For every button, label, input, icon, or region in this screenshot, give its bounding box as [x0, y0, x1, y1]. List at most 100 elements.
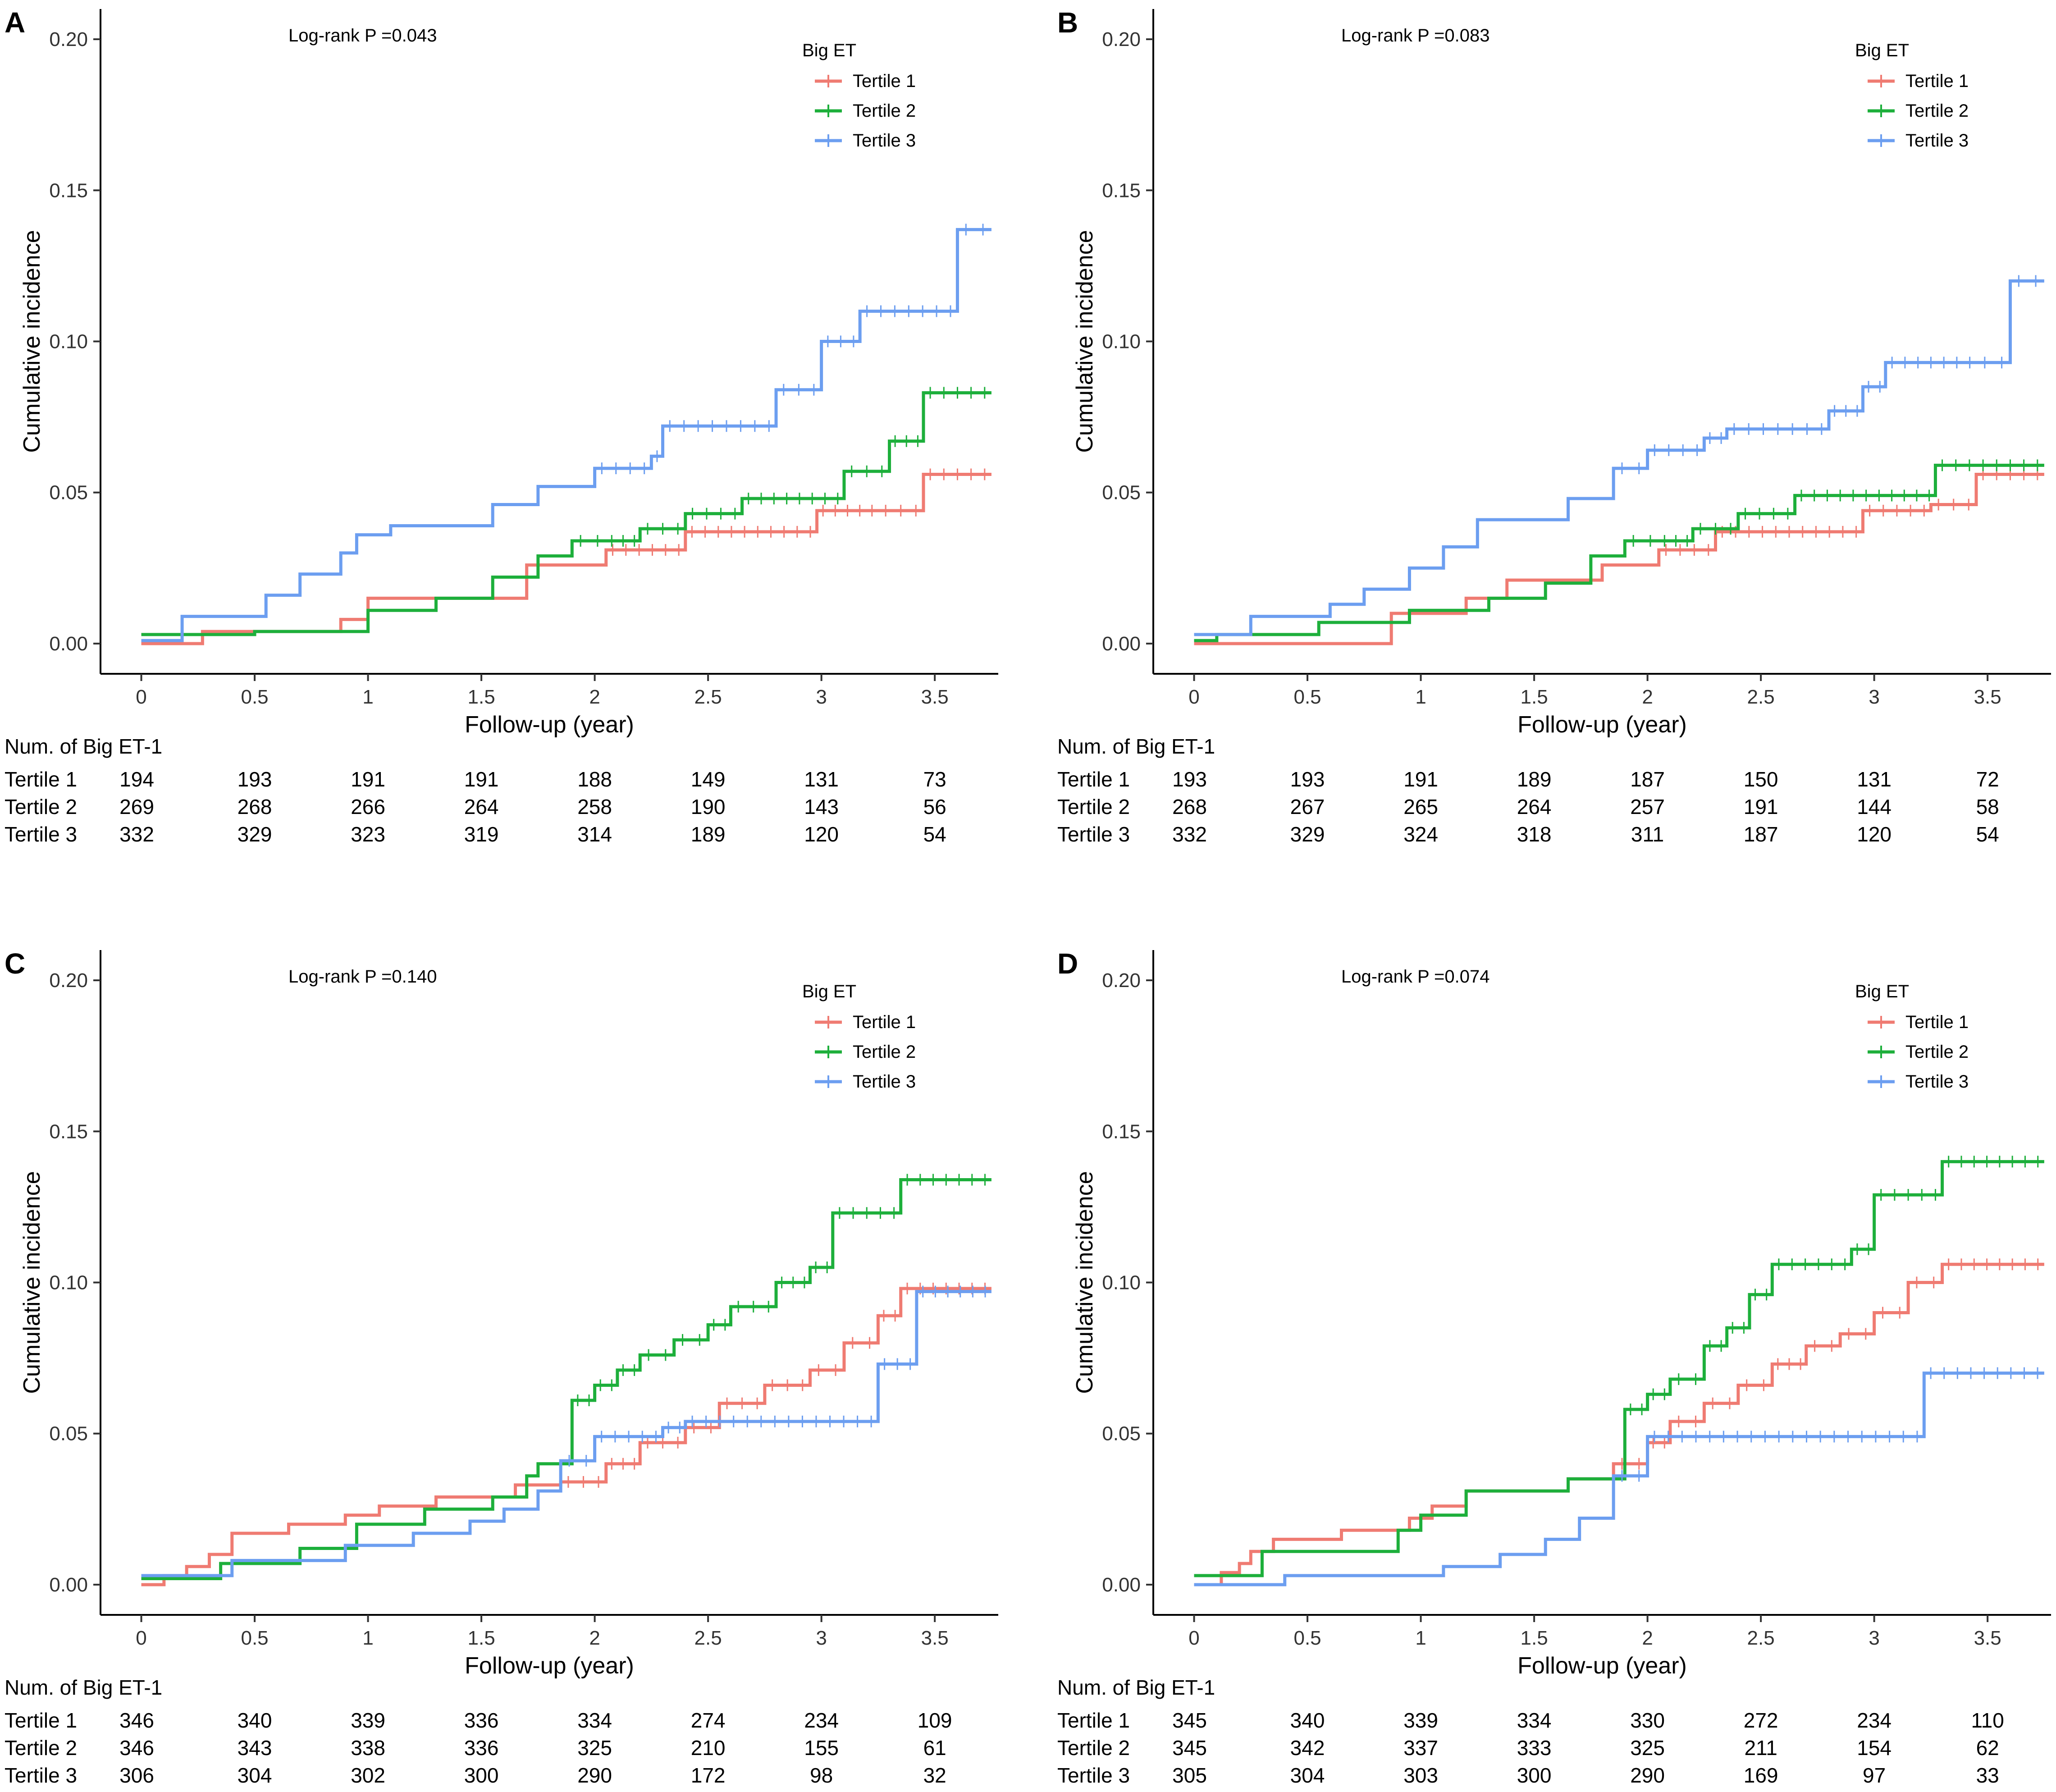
- log-rank-annotation: Log-rank P =0.083: [1341, 26, 1490, 46]
- y-tick-label: 0.15: [49, 179, 88, 201]
- panel-letter: B: [1057, 6, 1078, 39]
- risk-table-cell: 191: [351, 768, 385, 791]
- x-tick-label: 0: [1188, 1627, 1199, 1649]
- y-tick-label: 0.00: [49, 1574, 88, 1596]
- risk-table-cell: 332: [119, 823, 154, 846]
- risk-table-cell: 343: [238, 1736, 272, 1760]
- risk-table-row-label: Tertile 1: [5, 1709, 77, 1732]
- log-rank-annotation: Log-rank P =0.043: [288, 26, 437, 46]
- risk-table-title: Num. of Big ET-1: [1057, 735, 1215, 758]
- x-tick-label: 3.5: [1974, 686, 2001, 708]
- censor-marks-2: [1630, 1156, 2039, 1416]
- risk-table-cell: 334: [577, 1709, 612, 1732]
- risk-table-cell: 258: [577, 795, 612, 818]
- risk-table-row-label: Tertile 3: [1057, 823, 1130, 846]
- x-tick-label: 1: [1415, 1627, 1426, 1649]
- legend-label: Tertile 1: [1905, 71, 1969, 91]
- risk-table-cell: 109: [918, 1709, 952, 1732]
- y-tick-label: 0.20: [1102, 28, 1141, 50]
- series-line-tertile-2: [141, 391, 991, 636]
- y-tick-label: 0.05: [1102, 1423, 1141, 1445]
- risk-table-cell: 234: [1857, 1709, 1892, 1732]
- legend-title: Big ET: [802, 982, 856, 1001]
- risk-table-cell: 304: [238, 1764, 272, 1787]
- risk-table-cell: 257: [1630, 795, 1665, 818]
- y-axis-title: Cumulative incidence: [1072, 1171, 1098, 1394]
- risk-table-cell: 325: [1630, 1736, 1665, 1760]
- risk-table-cell: 290: [577, 1764, 612, 1787]
- risk-table-cell: 194: [119, 768, 154, 791]
- risk-table-cell: 190: [691, 795, 726, 818]
- series-line-tertile-2: [1194, 463, 2044, 642]
- legend-title: Big ET: [1855, 982, 1909, 1001]
- y-tick-label: 0.00: [1102, 633, 1141, 655]
- log-rank-annotation: Log-rank P =0.074: [1341, 967, 1490, 987]
- legend-label: Tertile 2: [853, 101, 916, 121]
- series-line-tertile-1: [141, 1287, 991, 1586]
- risk-table-cell: 54: [1976, 823, 1999, 846]
- risk-table-cell: 330: [1630, 1709, 1665, 1732]
- panel-b: B 0.00 0.05 0.10 0.15 0.20 0 0.5 1 1.5 2 2.5 3 3.5 Fol…: [1057, 6, 2051, 846]
- risk-table-cell: 305: [1172, 1764, 1207, 1787]
- risk-table-cell: 300: [464, 1764, 499, 1787]
- risk-table-cell: 306: [119, 1764, 154, 1787]
- x-tick-label: 0.5: [241, 686, 268, 708]
- y-tick-label: 0.15: [1102, 179, 1141, 201]
- risk-table-cell: 193: [1290, 768, 1325, 791]
- x-tick-label: 2: [1642, 686, 1653, 708]
- series-line-tertile-3: [141, 228, 991, 642]
- panel-d: D 0.00 0.05 0.10 0.15 0.20 0 0.5 1 1.5 2 2.5 3 3.5 Fol…: [1057, 947, 2051, 1787]
- legend-label: Tertile 3: [1905, 1072, 1969, 1092]
- censor-marks-1: [567, 1282, 986, 1488]
- risk-table-cell: 346: [119, 1736, 154, 1760]
- risk-table-cell: 155: [804, 1736, 839, 1760]
- risk-table-cell: 272: [1744, 1709, 1778, 1732]
- panel-letter: A: [5, 6, 25, 39]
- x-tick-label: 3: [816, 686, 827, 708]
- risk-table-cell: 33: [1976, 1764, 1999, 1787]
- legend-title: Big ET: [802, 41, 856, 60]
- risk-table-cell: 323: [351, 823, 385, 846]
- risk-table-cell: 290: [1630, 1764, 1665, 1787]
- series-line-tertile-3: [1194, 279, 2044, 636]
- y-tick-label: 0.05: [49, 482, 88, 504]
- risk-table-cell: 143: [804, 795, 839, 818]
- risk-table-cell: 334: [1517, 1709, 1552, 1732]
- legend-label: Tertile 1: [1905, 1012, 1969, 1032]
- legend-label: Tertile 3: [853, 1072, 916, 1092]
- risk-table-cell: 191: [464, 768, 499, 791]
- risk-table-cell: 267: [1290, 795, 1325, 818]
- legend-label: Tertile 1: [853, 1012, 916, 1032]
- risk-table-cell: 333: [1517, 1736, 1552, 1760]
- censor-marks-2: [1632, 459, 2038, 547]
- x-tick-label: 3.5: [921, 686, 949, 708]
- legend-label: Tertile 2: [1905, 1042, 1969, 1062]
- censor-marks-3: [1621, 275, 2037, 475]
- risk-table-cell: 319: [464, 823, 499, 846]
- risk-table-cell: 210: [691, 1736, 726, 1760]
- risk-table-cell: 265: [1403, 795, 1438, 818]
- x-tick-label: 2: [589, 686, 600, 708]
- risk-table-title: Num. of Big ET-1: [5, 1676, 162, 1699]
- risk-table-cell: 120: [804, 823, 839, 846]
- risk-table-cell: 324: [1403, 823, 1438, 846]
- series-line-tertile-2: [141, 1178, 991, 1581]
- risk-table-cell: 268: [238, 795, 272, 818]
- risk-table-cell: 302: [351, 1764, 385, 1787]
- risk-table-cell: 332: [1172, 823, 1207, 846]
- x-tick-label: 0: [1188, 686, 1199, 708]
- series-line-tertile-1: [1194, 473, 2044, 645]
- risk-table-row-label: Tertile 2: [1057, 1736, 1130, 1760]
- risk-table-cell: 339: [351, 1709, 385, 1732]
- x-tick-label: 2.5: [694, 686, 722, 708]
- risk-table-cell: 189: [691, 823, 726, 846]
- censor-marks-3: [568, 1285, 986, 1467]
- risk-table-cell: 336: [464, 1709, 499, 1732]
- x-tick-label: 1: [362, 1627, 373, 1649]
- x-axis-title: Follow-up (year): [1517, 1653, 1687, 1679]
- panel-c: C 0.00 0.05 0.10 0.15 0.20 0 0.5 1 1.5 2 2.5 3 3.5 Fol…: [5, 947, 998, 1787]
- risk-table-cell: 345: [1172, 1736, 1207, 1760]
- risk-table-cell: 187: [1630, 768, 1665, 791]
- y-axis-title: Cumulative incidence: [19, 230, 45, 453]
- censor-marks-1: [1665, 468, 2038, 556]
